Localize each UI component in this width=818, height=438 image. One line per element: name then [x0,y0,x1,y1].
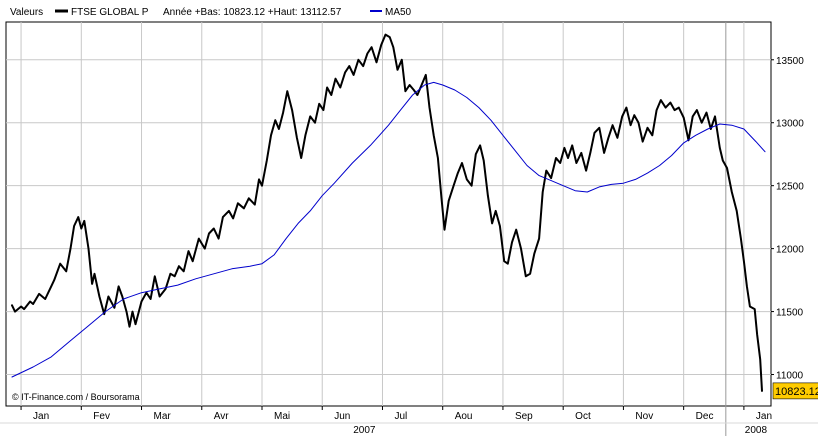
plot-area [5,21,772,407]
x-tick-label: Avr [214,411,229,422]
x-tick-label: Aou [455,411,473,422]
x-tick-label: Mar [154,411,172,422]
last-value-badge: 10823.12 [772,382,818,400]
series-group [11,33,766,392]
year-label: 2008 [745,425,768,436]
y-axis: 11000 11500 12000 12500 13000 13500 [771,56,804,382]
legend-label: Valeurs [10,7,43,18]
x-tick-label: Jan [756,411,772,422]
last-value-bg [772,382,818,400]
y-tick-label: 11500 [776,308,804,319]
y-tick-label: 11000 [776,371,804,382]
y-tick-label: 12500 [776,182,804,193]
series-ma50-line [11,81,766,378]
x-tick-label: Dec [696,411,714,422]
series-ftse-line [11,33,763,392]
x-tick-label: Jan [33,411,49,422]
legend-ma-name: MA50 [385,7,412,18]
x-tick-label: Sep [515,411,533,422]
last-value-text: 10823.12 [775,386,818,398]
grid [6,22,771,406]
source-credit: © IT-Finance.com / Boursorama [12,392,140,402]
x-tick-label: Jun [334,411,350,422]
x-tick-label: Jul [394,411,407,422]
year-label: 2007 [353,425,376,436]
legend-stats: Année +Bas: 10823.12 +Haut: 13112.57 [163,7,342,18]
y-tick-label: 13500 [776,56,804,67]
y-tick-label: 12000 [776,245,804,256]
legend-series-name: FTSE GLOBAL P [71,7,149,18]
x-tick-label: Fev [93,411,110,422]
x-axis: Jan Fev Mar Avr Mai Jun Jul Aou Sep Oct Nov Dec Jan 2… [0,406,818,436]
x-tick-label: Oct [575,411,591,422]
y-tick-label: 13000 [776,119,804,130]
legend: Valeurs FTSE GLOBAL P Année +Bas: 10823.… [10,7,412,18]
x-tick-label: Mai [274,411,290,422]
x-tick-label: Nov [635,411,653,422]
